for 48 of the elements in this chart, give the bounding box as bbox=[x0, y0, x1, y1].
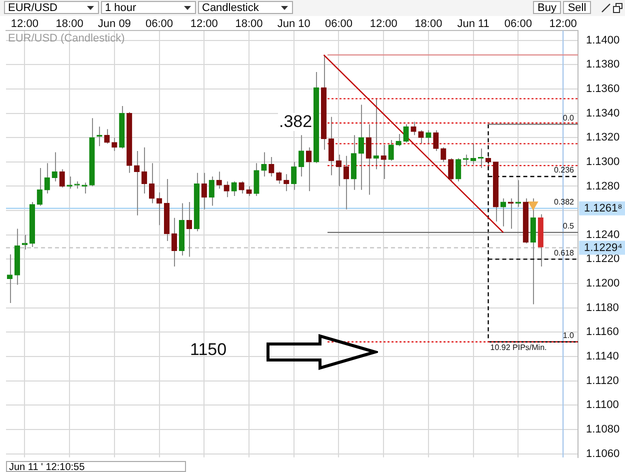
annotation: 0.618 bbox=[554, 248, 575, 258]
y-tick-label: 1.1160 bbox=[586, 326, 619, 338]
annotation: 10.92 PIPs/Min. bbox=[490, 343, 547, 352]
x-tick-label: 06:00 bbox=[504, 18, 532, 30]
x-tick-label: 12:00 bbox=[10, 18, 38, 30]
x-tick-label: Jun 10 bbox=[277, 18, 310, 30]
y-tick-label: 1.1280 bbox=[586, 180, 620, 192]
y-tick-label: 1.1100 bbox=[586, 399, 619, 412]
x-tick-label: 18:00 bbox=[414, 18, 442, 30]
y-tick-label: 1.1200 bbox=[586, 278, 620, 290]
annotation: 1150 bbox=[190, 340, 227, 359]
y-tick-label: 1.1180 bbox=[586, 302, 619, 314]
annotation: 0.5 bbox=[562, 222, 575, 231]
y-tick-label: 1.1220 bbox=[586, 253, 620, 266]
y-tick-label: 1.1340 bbox=[586, 107, 620, 120]
annotation: .382 bbox=[278, 112, 314, 131]
text: Sell bbox=[563, 1, 591, 14]
y-tick-label: 1.1320 bbox=[586, 132, 620, 144]
annotation: 0.382 bbox=[554, 197, 575, 206]
x-tick-label: 18:00 bbox=[235, 18, 263, 30]
chart-title: EUR/USD (Candlestick) bbox=[8, 32, 125, 45]
y-tick-label: 1.1380 bbox=[586, 58, 620, 71]
ref-line-label: 1.1261⁸ bbox=[584, 202, 622, 214]
text: Candlestick bbox=[202, 2, 259, 14]
x-tick-label: 06:00 bbox=[146, 18, 174, 30]
x-tick-label: 12:00 bbox=[190, 18, 218, 30]
y-tick-label: 1.1360 bbox=[586, 82, 620, 95]
y-tick-label: 1.1400 bbox=[586, 34, 620, 46]
y-tick-label: 1.1060 bbox=[586, 448, 620, 460]
y-tick-label: 1.1080 bbox=[586, 423, 620, 436]
ref-line-label: 1.1229⁴ bbox=[584, 242, 623, 254]
x-tick-label: 12:00 bbox=[549, 18, 577, 30]
annotation: 0.0 bbox=[562, 113, 575, 122]
y-tick-label: 1.1240 bbox=[586, 228, 620, 241]
x-tick-label: 18:00 bbox=[56, 18, 84, 30]
text: EUR/USD bbox=[8, 2, 58, 14]
x-tick-label: 12:00 bbox=[370, 18, 398, 30]
annotation: 1.0 bbox=[562, 331, 575, 340]
x-tick-label: Jun 11 bbox=[457, 18, 490, 30]
x-tick-label: 06:00 bbox=[324, 18, 352, 30]
x-tick-label: Jun 09 bbox=[98, 18, 131, 30]
text: Jun 11 ' 12:10:55 bbox=[6, 461, 186, 472]
text: 1 hour bbox=[105, 2, 136, 14]
y-tick-label: 1.1140 bbox=[586, 350, 619, 363]
y-tick-label: 1.1300 bbox=[586, 156, 620, 168]
y-tick-label: 1.1120 bbox=[586, 374, 619, 387]
text: Buy bbox=[533, 1, 561, 14]
annotation: 0.236 bbox=[554, 166, 575, 175]
